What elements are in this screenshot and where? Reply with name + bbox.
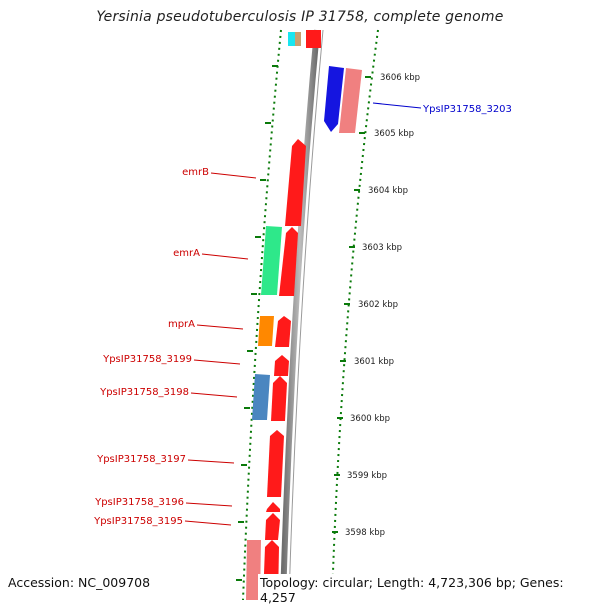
gene-mpra [275, 316, 291, 347]
tick-label-3604: 3604 kbp [368, 186, 408, 196]
tick-label-3606: 3606 kbp [380, 73, 420, 83]
gene-mpra-orange [258, 316, 274, 346]
label-ypsip31758-3197[interactable]: YpsIP31758_3197 [96, 454, 186, 465]
gene-bottom-pink [246, 540, 261, 600]
tick-label-3602: 3602 kbp [358, 300, 398, 310]
label-ypsip31758-3199[interactable]: YpsIP31758_3199 [102, 354, 192, 365]
gene-emra [279, 227, 298, 296]
gene-emrb [285, 139, 306, 226]
label-ypsip31758-3198[interactable]: YpsIP31758_3198 [99, 387, 189, 398]
label-ypsip31758-3195[interactable]: YpsIP31758_3195 [93, 516, 183, 527]
gene-ypsip31758-3199 [274, 355, 289, 376]
outer-ticks [236, 65, 278, 581]
tick-label-3598: 3598 kbp [345, 528, 385, 538]
genome-backbone-inner [288, 29, 324, 600]
gene-ypsip31758-3198-blue [252, 374, 270, 420]
label-mpra[interactable]: mprA [168, 319, 195, 330]
gene-fragment-cyan [288, 32, 295, 46]
label-emrb[interactable]: emrB [182, 167, 209, 178]
label-ypsip31758-3203[interactable]: YpsIP31758_3203 [422, 104, 512, 115]
label-leader-lines [184, 102, 422, 526]
gene-ypsip31758-3197 [267, 430, 284, 497]
tick-label-3603: 3603 kbp [362, 243, 402, 253]
inner-ticks [332, 76, 371, 533]
gene-ypsip31758-3203 [339, 68, 362, 133]
accession-info: Accession: NC_009708 [6, 574, 153, 591]
tick-label-3601: 3601 kbp [354, 357, 394, 367]
tick-label-3600: 3600 kbp [350, 414, 390, 424]
gene-fragment-tan [295, 32, 301, 46]
gene-ypsip31758-3196 [266, 502, 280, 512]
gene-ypsip31758-3198 [271, 376, 287, 421]
map-title: Yersinia pseudotuberculosis IP 31758, co… [96, 9, 504, 25]
gene-emra-teal [261, 226, 282, 295]
label-ypsip31758-3196[interactable]: YpsIP31758_3196 [94, 497, 184, 508]
topology-info: Topology: circular; Length: 4,723,306 bp… [258, 574, 600, 606]
tick-label-3599: 3599 kbp [347, 471, 387, 481]
tick-label-3605: 3605 kbp [374, 129, 414, 139]
label-emra[interactable]: emrA [173, 248, 200, 259]
gene-ypsip31758-3195 [265, 513, 280, 540]
gene-fragment-red-top [306, 30, 321, 48]
gene-blue-reverse [324, 66, 344, 132]
genome-backbone [280, 29, 320, 600]
